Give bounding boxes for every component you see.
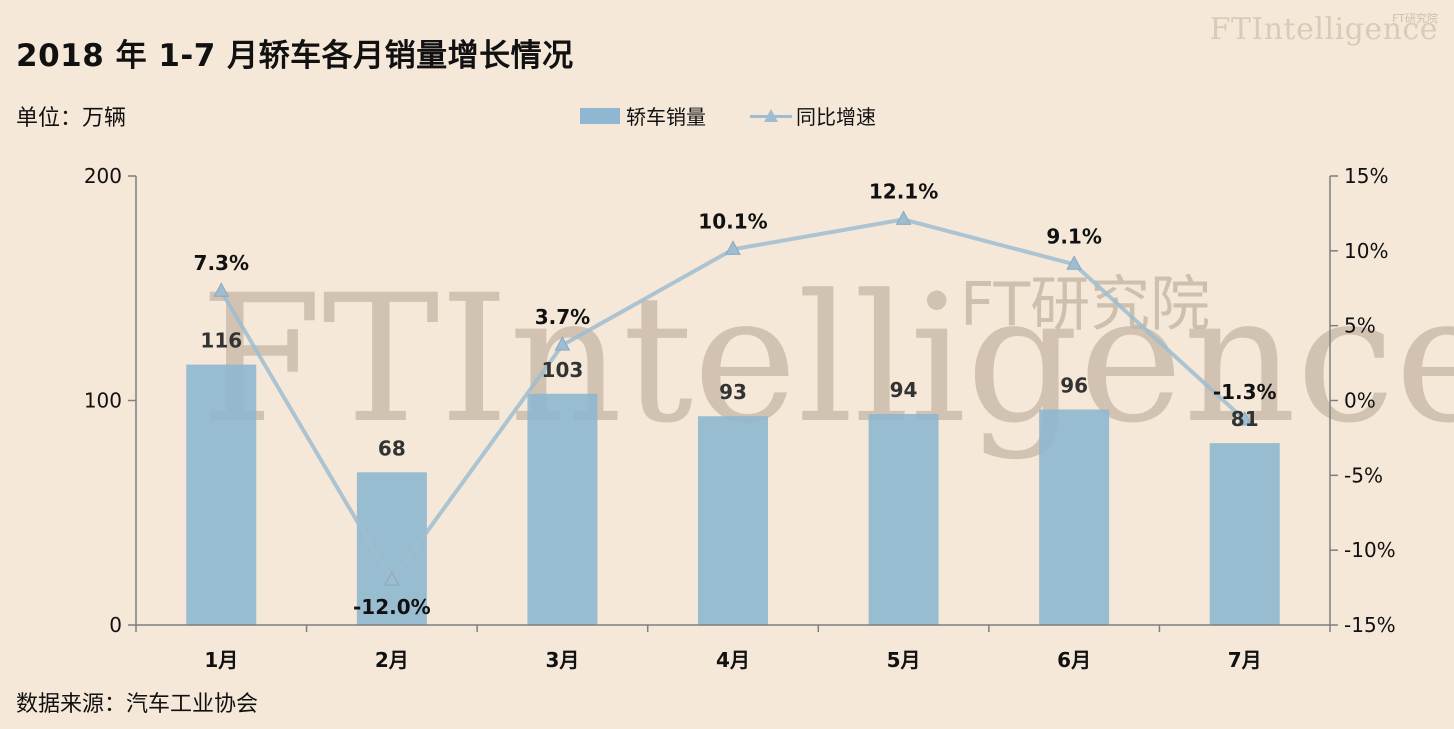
y-left-tick-label: 200 — [84, 164, 122, 188]
growth-value-label-6: 9.1% — [1046, 224, 1101, 248]
unit-label: 单位：万辆 — [16, 106, 127, 131]
growth-value-label-3: 3.7% — [535, 305, 590, 329]
bar-1 — [186, 364, 257, 625]
chart-title: 2018 年 1-7 月轿车各月销量增长情况 — [16, 38, 574, 74]
x-tick-label: 6月 — [1057, 648, 1091, 672]
growth-value-label-2: -12.0% — [353, 595, 431, 619]
bar-value-label-6: 96 — [1060, 373, 1088, 397]
y-right-tick-label: 15% — [1344, 164, 1388, 188]
growth-value-label-4: 10.1% — [698, 209, 767, 233]
growth-marker-7 — [1236, 410, 1253, 426]
growth-value-label-7: -1.3% — [1213, 380, 1277, 404]
growth-value-label-1: 7.3% — [194, 251, 249, 275]
y-left-tick-label: 0 — [109, 613, 122, 637]
bar-5 — [868, 413, 939, 625]
bar-value-label-4: 93 — [719, 380, 747, 404]
legend-label-sales: 轿车销量 — [626, 105, 706, 129]
growth-marker-1 — [213, 282, 230, 297]
growth-marker-5 — [895, 210, 912, 225]
y-right-tick-label: -5% — [1344, 463, 1383, 487]
bar-value-label-1: 116 — [200, 329, 242, 353]
x-tick-label: 2月 — [375, 648, 409, 672]
watermark-main: FTIntelligence — [200, 257, 1454, 462]
legend-item-growth: 同比增速 — [750, 101, 876, 130]
y-right-tick-label: -15% — [1344, 613, 1396, 637]
bar-4 — [698, 416, 768, 625]
bar-3 — [527, 393, 598, 625]
bar-value-label-7: 81 — [1231, 407, 1259, 431]
bar-6 — [1039, 409, 1110, 625]
bar-value-label-5: 94 — [890, 378, 918, 402]
bar-value-label-2: 68 — [378, 436, 406, 460]
x-tick-label: 5月 — [887, 648, 921, 672]
y-right-tick-label: 5% — [1344, 314, 1376, 338]
legend-label-growth: 同比增速 — [796, 105, 876, 129]
y-left-tick-label: 100 — [84, 389, 122, 413]
growth-marker-2 — [384, 571, 400, 586]
growth-value-label-5: 12.1% — [869, 179, 938, 203]
x-tick-label: 7月 — [1228, 648, 1262, 672]
legend-bar-swatch — [580, 107, 620, 124]
brand-cn-mark: FT研究院 — [1392, 12, 1438, 25]
y-right-tick-label: 10% — [1344, 239, 1388, 263]
chart-legend: 轿车销量 同比增速 — [580, 101, 920, 130]
legend-line-triangle-icon — [750, 108, 792, 124]
y-right-tick-label: 0% — [1344, 389, 1376, 413]
watermark: FTIntelligence FT研究院 — [200, 257, 1454, 462]
x-tick-label: 4月 — [716, 648, 750, 672]
growth-marker-6 — [1066, 255, 1082, 270]
legend-item-sales: 轿车销量 — [580, 101, 706, 130]
bar-value-label-3: 103 — [542, 358, 584, 382]
brand-logo: FTIntelligence — [1209, 12, 1438, 47]
source-note: 数据来源：汽车工业协会 — [16, 692, 259, 717]
growth-marker-4 — [725, 240, 741, 255]
growth-marker-3 — [554, 336, 571, 351]
watermark-sub: FT研究院 — [960, 270, 1210, 340]
x-tick-label: 3月 — [545, 648, 579, 672]
bar-7 — [1209, 443, 1280, 625]
x-tick-label: 1月 — [204, 648, 238, 672]
y-right-tick-label: -10% — [1344, 538, 1396, 562]
